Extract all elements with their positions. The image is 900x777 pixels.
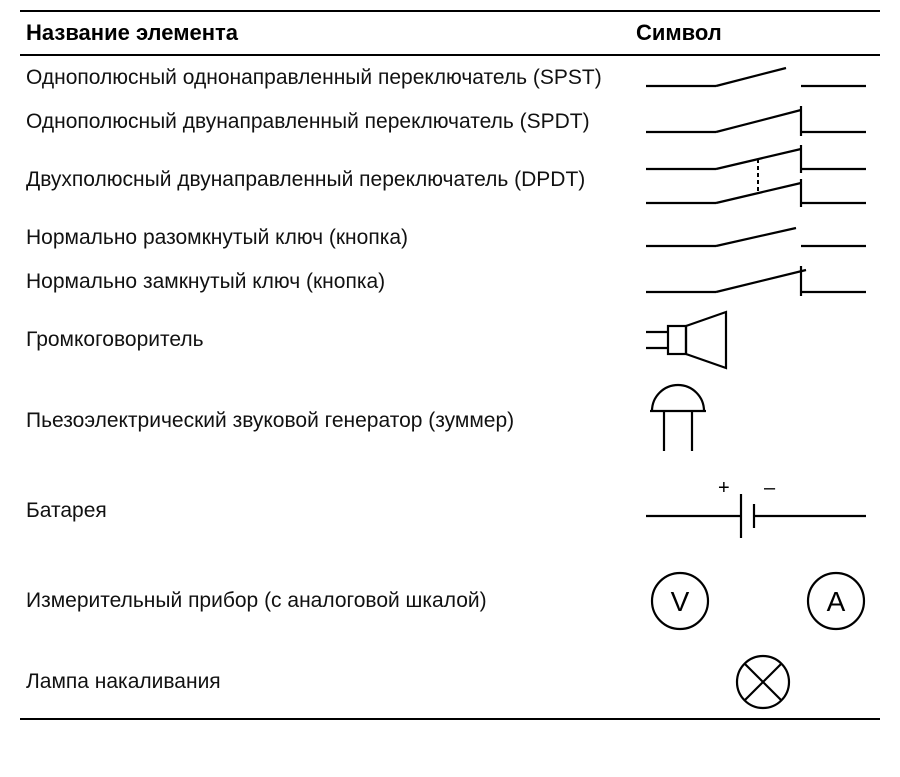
label-spst: Однополюсный однонаправленный переключат… — [20, 66, 640, 90]
row-buzzer: Пьезоэлектрический звуковой генератор (з… — [20, 376, 880, 466]
header-name: Название элемента — [20, 20, 630, 46]
meter-a: A — [827, 586, 846, 617]
row-lamp: Лампа накаливания — [20, 646, 880, 718]
label-speaker: Громкоговоритель — [20, 328, 640, 352]
lamp-icon — [728, 650, 798, 714]
symbol-spdt — [640, 100, 880, 144]
bottom-rule — [20, 718, 880, 720]
symbol-dpdt — [640, 145, 880, 215]
label-buzzer: Пьезоэлектрический звуковой генератор (з… — [20, 409, 640, 433]
symbol-speaker — [640, 308, 880, 372]
nc-pb-icon — [646, 260, 866, 304]
symbol-meter: V A — [640, 565, 880, 637]
row-battery: Батарея + – — [20, 466, 880, 556]
row-no-pb: Нормально разомкнутый ключ (кнопка) — [20, 216, 880, 260]
symbol-battery: + – — [640, 476, 880, 546]
battery-minus: – — [764, 477, 776, 499]
symbol-nc-pb — [640, 260, 880, 304]
label-dpdt: Двухполюсный двунаправленный переключате… — [20, 168, 640, 192]
row-meter: Измерительный прибор (с аналоговой шкало… — [20, 556, 880, 646]
spdt-icon — [646, 100, 866, 144]
label-spdt: Однополюсный двунаправленный переключате… — [20, 110, 640, 134]
row-spdt: Однополюсный двунаправленный переключате… — [20, 100, 880, 144]
symbol-no-pb — [640, 220, 880, 256]
row-speaker: Громкоговоритель — [20, 304, 880, 376]
meter-icon: V A — [646, 565, 886, 637]
label-battery: Батарея — [20, 499, 640, 523]
label-no-pb: Нормально разомкнутый ключ (кнопка) — [20, 226, 640, 250]
dpdt-icon — [646, 145, 866, 215]
speaker-icon — [646, 308, 786, 372]
label-nc-pb: Нормально замкнутый ключ (кнопка) — [20, 270, 640, 294]
battery-icon: + – — [646, 476, 866, 546]
symbol-spst — [640, 60, 880, 96]
buzzer-icon — [646, 381, 786, 461]
symbol-lamp — [640, 650, 880, 714]
meter-v: V — [671, 586, 690, 617]
row-dpdt: Двухполюсный двунаправленный переключате… — [20, 144, 880, 216]
table-container: Название элемента Символ Однополюсный од… — [0, 0, 900, 777]
no-pb-icon — [646, 220, 866, 256]
header-row: Название элемента Символ — [20, 12, 880, 54]
symbol-buzzer — [640, 381, 880, 461]
row-spst: Однополюсный однонаправленный переключат… — [20, 56, 880, 100]
battery-plus: + — [718, 477, 730, 499]
spst-icon — [646, 60, 866, 96]
header-symbol: Символ — [630, 20, 880, 46]
label-lamp: Лампа накаливания — [20, 670, 640, 694]
row-nc-pb: Нормально замкнутый ключ (кнопка) — [20, 260, 880, 304]
label-meter: Измерительный прибор (с аналоговой шкало… — [20, 589, 640, 613]
